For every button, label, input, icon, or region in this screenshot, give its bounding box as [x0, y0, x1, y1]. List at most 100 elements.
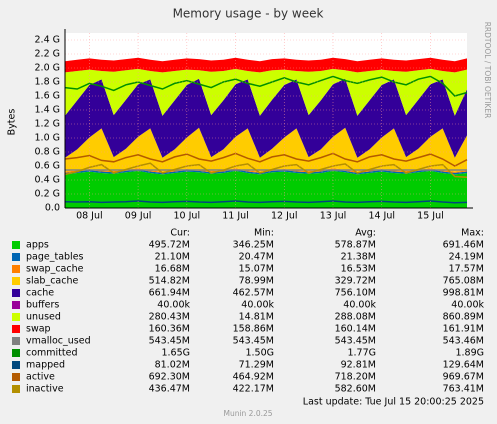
legend-swatch [12, 325, 20, 333]
y-tick-label: 1.6 G [35, 91, 61, 102]
legend-cur: 21.10M [155, 252, 190, 263]
legend-swatch [12, 313, 20, 321]
legend-avg: 160.14M [335, 324, 376, 335]
legend-swatch [12, 373, 20, 381]
legend-min: 543.45M [233, 336, 274, 347]
x-tick-label: 11 Jul [222, 211, 249, 222]
y-tick-label: 1.0 G [35, 133, 61, 144]
legend-label: swap [26, 324, 51, 335]
y-tick-label: 2.2 G [35, 49, 61, 60]
legend-label: swap_cache [26, 264, 84, 275]
area [65, 78, 467, 158]
y-tick-label: 2.0 G [35, 63, 61, 74]
legend-avg: 1.77G [347, 348, 376, 359]
legend-cur: 16.68M [155, 264, 190, 275]
legend-avg: 40.00k [343, 300, 376, 311]
legend-min: 422.17M [233, 384, 274, 395]
legend-avg: 16.53M [341, 264, 376, 275]
legend-max: 161.91M [443, 324, 484, 335]
legend-max: 129.64M [443, 360, 484, 371]
legend-cur: 692.30M [149, 372, 190, 383]
legend-cur: 81.02M [155, 360, 190, 371]
last-update: Last update: Tue Jul 15 20:00:25 2025 [303, 397, 484, 408]
legend-label: apps [26, 240, 49, 251]
legend-min: 464.92M [233, 372, 274, 383]
x-tick-label: 13 Jul [320, 211, 347, 222]
legend-max: 765.08M [443, 276, 484, 287]
column-header: Cur: [170, 228, 190, 239]
legend-swatch [12, 385, 20, 393]
legend-avg: 718.20M [335, 372, 376, 383]
legend-swatch [12, 337, 20, 345]
legend-label: mapped [26, 360, 65, 371]
legend-max: 969.67M [443, 372, 484, 383]
legend-swatch [12, 241, 20, 249]
area [65, 57, 467, 73]
legend-label: cache [26, 288, 54, 299]
legend-min: 78.99M [239, 276, 274, 287]
legend-min: 20.47M [239, 252, 274, 263]
legend-min: 40.00k [241, 300, 274, 311]
legend-label: slab_cache [26, 276, 78, 287]
y-tick-label: 0.2 G [35, 189, 61, 200]
legend-avg: 329.72M [335, 276, 376, 287]
line [64, 152, 468, 167]
column-header: Max: [461, 228, 484, 239]
legend-min: 14.81M [239, 312, 274, 323]
legend-avg: 582.60M [335, 384, 376, 395]
legend-max: 763.41M [443, 384, 484, 395]
legend-min: 346.25M [233, 240, 274, 251]
footer: Munin 2.0.25 [223, 409, 272, 418]
y-tick-label: 0.0 [45, 203, 60, 214]
legend-swatch [12, 253, 20, 261]
line [64, 200, 468, 204]
y-tick-label: 1.2 G [35, 119, 61, 130]
x-tick-label: 08 Jul [76, 211, 103, 222]
legend-max: 1.89G [455, 348, 484, 359]
legend-label: unused [26, 312, 61, 323]
y-tick-label: 0.8 G [35, 147, 61, 158]
y-tick-label: 1.8 G [35, 77, 61, 88]
legend-avg: 756.10M [335, 288, 376, 299]
legend-max: 691.46M [443, 240, 484, 251]
legend-label: inactive [26, 384, 64, 395]
legend-label: vmalloc_used [26, 336, 91, 347]
legend-avg: 288.08M [335, 312, 376, 323]
x-tick-label: 15 Jul [417, 211, 444, 222]
legend-cur: 436.47M [149, 384, 190, 395]
legend-label: buffers [26, 300, 59, 311]
line [64, 162, 468, 178]
legend-max: 40.00k [451, 300, 484, 311]
x-tick-label: 09 Jul [125, 211, 152, 222]
legend-max: 860.89M [443, 312, 484, 323]
y-tick-label: 1.4 G [35, 105, 61, 116]
legend-cur: 1.65G [161, 348, 190, 359]
legend-min: 158.86M [233, 324, 274, 335]
legend-avg: 21.38M [341, 252, 376, 263]
legend-swatch [12, 301, 20, 309]
legend-label: active [26, 372, 55, 383]
legend-cur: 280.43M [149, 312, 190, 323]
y-tick-label: 0.6 G [35, 161, 61, 172]
legend-min: 1.50G [245, 348, 274, 359]
legend-cur: 514.82M [149, 276, 190, 287]
x-tick-label: 12 Jul [271, 211, 298, 222]
legend-swatch [12, 265, 20, 273]
legend-cur: 160.36M [149, 324, 190, 335]
legend-swatch [12, 349, 20, 357]
legend-swatch [12, 289, 20, 297]
chart-title: Memory usage - by week [173, 7, 324, 21]
y-axis-label: Bytes [7, 109, 18, 136]
legend-swatch [12, 361, 20, 369]
legend-cur: 495.72M [149, 240, 190, 251]
legend-max: 24.19M [449, 252, 484, 263]
legend-avg: 578.87M [335, 240, 376, 251]
x-tick-label: 10 Jul [174, 211, 201, 222]
legend-cur: 661.94M [149, 288, 190, 299]
legend-label: committed [26, 348, 78, 359]
y-tick-label: 0.4 G [35, 175, 61, 186]
legend-min: 462.57M [233, 288, 274, 299]
y-tick-label: 2.4 G [35, 35, 61, 46]
legend-swatch [12, 277, 20, 285]
